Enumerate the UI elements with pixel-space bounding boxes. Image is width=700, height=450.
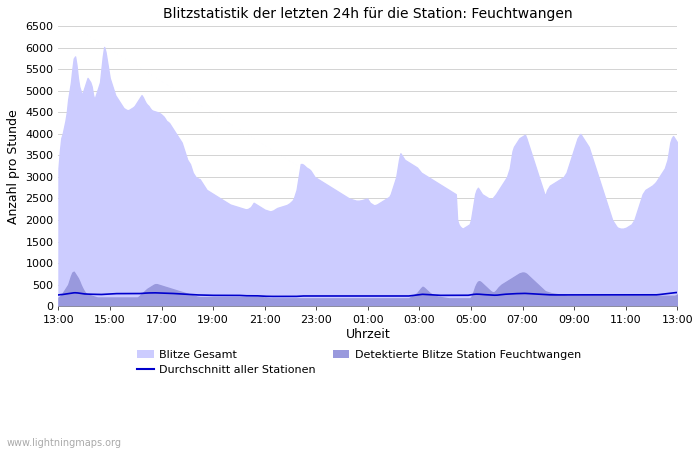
- X-axis label: Uhrzeit: Uhrzeit: [346, 328, 390, 341]
- Y-axis label: Anzahl pro Stunde: Anzahl pro Stunde: [7, 109, 20, 224]
- Text: www.lightningmaps.org: www.lightningmaps.org: [7, 438, 122, 448]
- Title: Blitzstatistik der letzten 24h für die Station: Feuchtwangen: Blitzstatistik der letzten 24h für die S…: [163, 7, 573, 21]
- Legend: Blitze Gesamt, Durchschnitt aller Stationen, Detektierte Blitze Station Feuchtwa: Blitze Gesamt, Durchschnitt aller Statio…: [133, 345, 586, 380]
